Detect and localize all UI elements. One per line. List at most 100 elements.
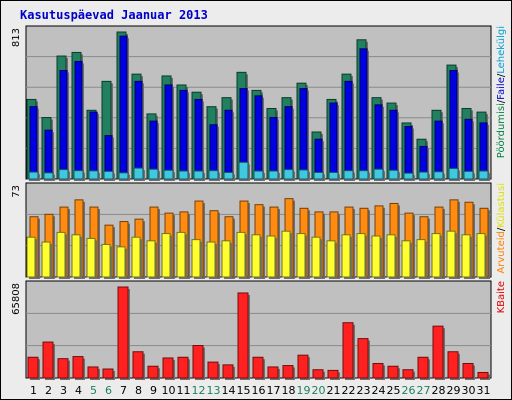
bar-külastusi-day-undefined <box>356 233 367 279</box>
bar-kbaite-day-undefined-face <box>207 361 219 379</box>
bar-lehekülgi-day-26 <box>403 172 415 181</box>
bar-faile-day-21-face <box>329 102 338 180</box>
bar-faile-day-23 <box>359 48 369 182</box>
bar-lehekülgi-day-23 <box>358 170 370 181</box>
bar-lehekülgi-day-1-face <box>28 171 39 180</box>
bar-külastusi-day-undefined-face <box>401 240 411 278</box>
x-tick-label-day-25: 25 <box>387 384 401 397</box>
bar-kbaite-day-undefined-face <box>87 366 99 379</box>
bar-kbaite-day-undefined-face <box>327 369 339 379</box>
x-tick-label-day-4: 4 <box>75 384 82 397</box>
bar-kbaite-day-undefined <box>372 362 385 380</box>
bar-kbaite-day-undefined-face <box>192 345 204 379</box>
bar-faile-day-1-face <box>29 106 38 180</box>
bar-kbaite-day-undefined <box>387 365 400 380</box>
bar-lehekülgi-day-30-face <box>463 170 474 180</box>
bar-kbaite-day-undefined-face <box>237 292 249 379</box>
bar-külastusi-day-undefined-face <box>416 239 426 278</box>
x-tick-label-day-29: 29 <box>447 384 461 397</box>
bar-faile-day-4 <box>74 60 84 182</box>
x-tick-label-day-7: 7 <box>120 384 127 397</box>
bar-faile-day-26-face <box>404 126 413 180</box>
bar-faile-day-16-face <box>254 95 263 180</box>
bar-kbaite-day-undefined-face <box>462 362 474 379</box>
bar-külastusi-day-undefined-face <box>221 240 231 278</box>
x-tick-label-day-9: 9 <box>150 384 157 397</box>
bar-külastusi-day-undefined <box>401 240 412 279</box>
bar-külastusi-day-undefined <box>461 234 472 279</box>
bar-lehekülgi-day-9 <box>148 168 160 181</box>
bar-külastusi-day-undefined <box>431 233 442 279</box>
x-tick-label-day-5: 5 <box>90 384 97 397</box>
bar-lehekülgi-day-13-face <box>208 170 219 180</box>
bar-faile-day-12-face <box>194 98 203 180</box>
bar-kbaite-day-undefined-face <box>177 356 189 379</box>
x-tick-label-day-23: 23 <box>357 384 371 397</box>
bar-külastusi-day-undefined <box>386 234 397 279</box>
bar-lehekülgi-day-14-face <box>223 171 234 180</box>
bar-kbaite-day-undefined-face <box>72 356 84 379</box>
chart-title: Kasutuspäevad Jaanuar 2013 <box>20 8 208 22</box>
bar-faile-day-11-face <box>179 89 188 180</box>
bar-kbaite-day-undefined-face <box>27 356 39 379</box>
bar-külastusi-day-undefined <box>371 235 382 279</box>
bar-külastusi-day-undefined <box>191 239 202 279</box>
bar-külastusi-day-undefined-face <box>146 240 156 278</box>
bar-lehekülgi-day-27 <box>418 171 430 181</box>
bar-lehekülgi-day-3-face <box>58 169 69 180</box>
panel-1-legend: Pöördumisi/Faile/Lehekülgi <box>496 26 507 158</box>
bar-kbaite-day-undefined-face <box>252 356 264 379</box>
bar-külastusi-day-undefined <box>476 233 487 279</box>
legend-entry: Külastusi <box>496 183 507 228</box>
bar-lehekülgi-day-6-face <box>103 170 114 180</box>
bar-faile-day-28-face <box>434 120 443 180</box>
bar-lehekülgi-day-9-face <box>148 168 159 180</box>
bar-lehekülgi-day-28 <box>433 171 445 181</box>
legend-entry: Pöördumisi <box>496 103 507 158</box>
bar-kbaite-day-undefined <box>192 345 205 380</box>
x-tick-label-day-26: 26 <box>402 384 416 397</box>
bar-külastusi-day-undefined-face <box>281 230 291 278</box>
bar-kbaite-day-undefined-face <box>297 354 309 379</box>
bar-lehekülgi-day-31 <box>478 170 490 181</box>
bar-külastusi-day-undefined-face <box>206 241 216 278</box>
x-tick-label-day-18: 18 <box>282 384 296 397</box>
bar-kbaite-day-undefined <box>252 356 265 380</box>
bar-kbaite-day-undefined-face <box>477 371 489 379</box>
bar-lehekülgi-day-29-face <box>448 168 459 180</box>
x-tick-label-day-28: 28 <box>432 384 446 397</box>
bar-lehekülgi-day-5 <box>88 170 100 181</box>
bar-faile-day-4-face <box>74 60 83 180</box>
bar-lehekülgi-day-4 <box>73 170 85 181</box>
bar-kbaite-day-undefined-face <box>42 341 54 379</box>
bar-lehekülgi-day-11-face <box>178 170 189 180</box>
x-tick-label-day-8: 8 <box>135 384 142 397</box>
bar-külastusi-day-undefined <box>176 231 187 279</box>
bar-lehekülgi-day-5-face <box>88 170 99 180</box>
bar-faile-day-14 <box>224 109 234 181</box>
bar-kbaite-day-undefined-face <box>372 362 384 379</box>
bar-kbaite-day-undefined <box>357 338 370 380</box>
bar-külastusi-day-undefined-face <box>101 243 111 278</box>
bar-lehekülgi-day-21 <box>328 171 340 181</box>
bar-faile-day-30-face <box>464 118 473 180</box>
bar-külastusi-day-undefined-face <box>266 235 276 278</box>
bar-külastusi-day-undefined-face <box>296 233 306 278</box>
bar-lehekülgi-day-29 <box>448 168 460 181</box>
bar-lehekülgi-day-27-face <box>418 171 429 180</box>
legend-entry: Arvuteid <box>496 231 507 273</box>
bar-kbaite-day-undefined <box>477 371 490 380</box>
bar-kbaite-day-undefined <box>117 286 130 380</box>
bar-kbaite-day-undefined <box>132 351 145 380</box>
bar-kbaite-day-undefined <box>237 292 250 380</box>
bar-kbaite-day-undefined-face <box>447 351 459 379</box>
bar-faile-day-22-face <box>344 80 353 180</box>
bar-lehekülgi-day-22 <box>343 170 355 181</box>
bar-külastusi-day-undefined-face <box>476 233 486 278</box>
bar-kbaite-day-undefined-face <box>267 366 279 379</box>
bar-lehekülgi-day-1 <box>28 171 40 181</box>
bar-kbaite-day-undefined <box>42 341 55 380</box>
bar-lehekülgi-day-23-face <box>358 170 369 180</box>
